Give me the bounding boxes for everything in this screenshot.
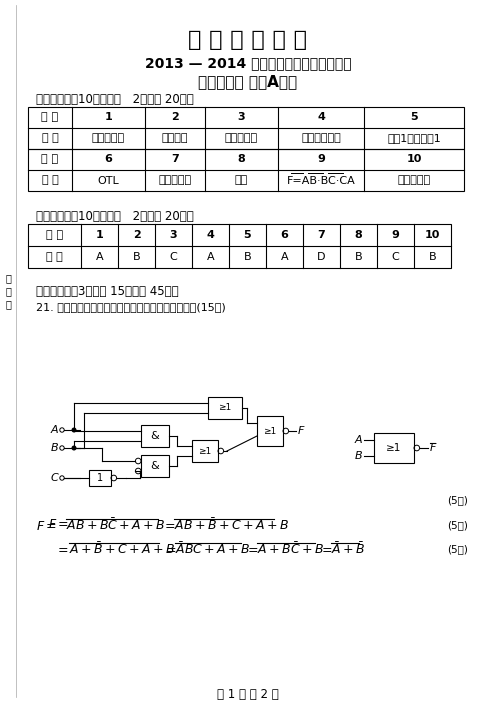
- Text: &: &: [151, 431, 159, 441]
- Bar: [192, 440, 218, 462]
- Bar: [28, 149, 464, 191]
- Text: B: B: [133, 252, 140, 262]
- Text: 3: 3: [238, 112, 246, 123]
- Text: $F=$: $F=$: [48, 519, 69, 531]
- Text: 题 目: 题 目: [46, 230, 63, 240]
- Text: 单向导电性: 单向导电性: [92, 133, 125, 143]
- Text: 1: 1: [96, 230, 103, 240]
- Text: $A+B\bar{C}+B$: $A+B\bar{C}+B$: [257, 541, 324, 557]
- Text: $=$: $=$: [319, 543, 333, 555]
- Text: C: C: [50, 473, 58, 483]
- Text: F: F: [430, 443, 436, 453]
- Text: ≥1: ≥1: [218, 404, 232, 413]
- Text: B: B: [51, 443, 58, 453]
- Text: 题 目: 题 目: [42, 154, 59, 164]
- Text: A: A: [207, 252, 214, 262]
- Text: 4: 4: [206, 230, 214, 240]
- Bar: [374, 433, 414, 463]
- Text: D: D: [317, 252, 326, 262]
- Text: 9: 9: [317, 154, 325, 164]
- Text: A: A: [354, 435, 362, 445]
- Text: 订: 订: [5, 286, 11, 296]
- Text: 10: 10: [406, 154, 422, 164]
- Text: C: C: [170, 252, 178, 262]
- Text: F=AB·BC·CA: F=AB·BC·CA: [287, 176, 355, 185]
- Text: 滤波: 滤波: [235, 176, 248, 185]
- Text: 2: 2: [132, 230, 140, 240]
- Text: A: A: [51, 425, 58, 435]
- Text: B: B: [244, 252, 251, 262]
- Bar: [257, 416, 283, 446]
- Text: 电 机 学 院 试 卷: 电 机 学 院 试 卷: [188, 30, 308, 50]
- Text: 一、填空题（10题，每题 2分，共 20分）: 一、填空题（10题，每题 2分，共 20分）: [36, 93, 194, 106]
- Text: 8: 8: [355, 230, 363, 240]
- Text: 10: 10: [425, 230, 440, 240]
- Text: 4: 4: [317, 112, 325, 123]
- Bar: [28, 107, 464, 149]
- Bar: [141, 425, 169, 447]
- Text: (5分): (5分): [447, 544, 468, 554]
- Text: 21. 逻辑电路如图所示，写出逻辑式，画出逻辑图。(15分): 21. 逻辑电路如图所示，写出逻辑式，画出逻辑图。(15分): [36, 302, 226, 312]
- Bar: [208, 397, 242, 419]
- Text: 3: 3: [170, 230, 177, 240]
- Text: 6: 6: [105, 154, 113, 164]
- Text: 电压放大倍数: 电压放大倍数: [301, 133, 341, 143]
- Text: 等于，等于: 等于，等于: [158, 176, 191, 185]
- Circle shape: [72, 428, 76, 432]
- Text: (5分): (5分): [447, 495, 468, 505]
- Text: ≥1: ≥1: [386, 443, 402, 453]
- Text: 正偏，正偏: 正偏，正偏: [225, 133, 258, 143]
- Text: 答 案: 答 案: [42, 176, 59, 185]
- Text: C: C: [392, 252, 399, 262]
- Text: 9: 9: [391, 230, 399, 240]
- Text: ≥1: ≥1: [198, 446, 212, 456]
- Text: $=$: $=$: [163, 543, 177, 555]
- Text: 7: 7: [171, 154, 179, 164]
- Text: 第 1 页 共 2 页: 第 1 页 共 2 页: [217, 688, 279, 701]
- Text: A: A: [281, 252, 288, 262]
- Text: B: B: [354, 451, 362, 461]
- Text: $F=$: $F=$: [36, 520, 57, 533]
- Text: $\bar{A}+\bar{B}$: $\bar{A}+\bar{B}$: [331, 541, 366, 557]
- Text: B: B: [355, 252, 362, 262]
- Text: 题 目: 题 目: [42, 112, 59, 123]
- Text: 7: 7: [317, 230, 325, 240]
- Text: 《电子技术 》（A卷）: 《电子技术 》（A卷）: [198, 74, 298, 89]
- Text: A: A: [96, 252, 103, 262]
- Text: 5: 5: [410, 112, 418, 123]
- Text: 装: 装: [5, 273, 11, 283]
- Text: 8: 8: [238, 154, 246, 164]
- Bar: [141, 455, 169, 477]
- Text: 掺杂浓度: 掺杂浓度: [162, 133, 188, 143]
- Bar: [89, 470, 111, 486]
- Text: ≥1: ≥1: [263, 427, 277, 435]
- Text: B: B: [429, 252, 436, 262]
- Text: $=$: $=$: [55, 543, 68, 555]
- Text: 5: 5: [244, 230, 251, 240]
- Text: OTL: OTL: [98, 176, 120, 185]
- Text: 2: 2: [171, 112, 179, 123]
- Bar: [28, 224, 451, 268]
- Text: F: F: [298, 426, 305, 436]
- Text: 6: 6: [281, 230, 289, 240]
- Text: $AB+B\bar{C}+A+B$: $AB+B\bar{C}+A+B$: [66, 517, 166, 533]
- Text: $A+\bar{B}+C+A+B$: $A+\bar{B}+C+A+B$: [69, 541, 175, 557]
- Text: $\bar{A}BC+A+B$: $\bar{A}BC+A+B$: [175, 541, 250, 557]
- Text: 1: 1: [97, 473, 103, 483]
- Text: &: &: [151, 461, 159, 471]
- Text: $=$: $=$: [245, 543, 259, 555]
- Text: 小于1，约等于1: 小于1，约等于1: [387, 133, 441, 143]
- Text: $AB+\bar{B}+C+A+B$: $AB+\bar{B}+C+A+B$: [174, 517, 289, 533]
- Text: 2013 — 2014 学年第二学期期末考试答案: 2013 — 2014 学年第二学期期末考试答案: [145, 56, 351, 70]
- Text: 保持原状态: 保持原状态: [397, 176, 431, 185]
- Text: $=$: $=$: [162, 519, 176, 531]
- Text: 三、计算题（3题每题 15分，共 45分）: 三、计算题（3题每题 15分，共 45分）: [36, 285, 179, 298]
- Text: 1: 1: [105, 112, 113, 123]
- Text: 线: 线: [5, 299, 11, 309]
- Text: 答 案: 答 案: [46, 252, 63, 262]
- Circle shape: [72, 446, 76, 450]
- Text: 答 案: 答 案: [42, 133, 59, 143]
- Text: 二、选择题（10题，每题 2分，共 20分）: 二、选择题（10题，每题 2分，共 20分）: [36, 210, 194, 223]
- Text: (5分): (5分): [447, 520, 468, 530]
